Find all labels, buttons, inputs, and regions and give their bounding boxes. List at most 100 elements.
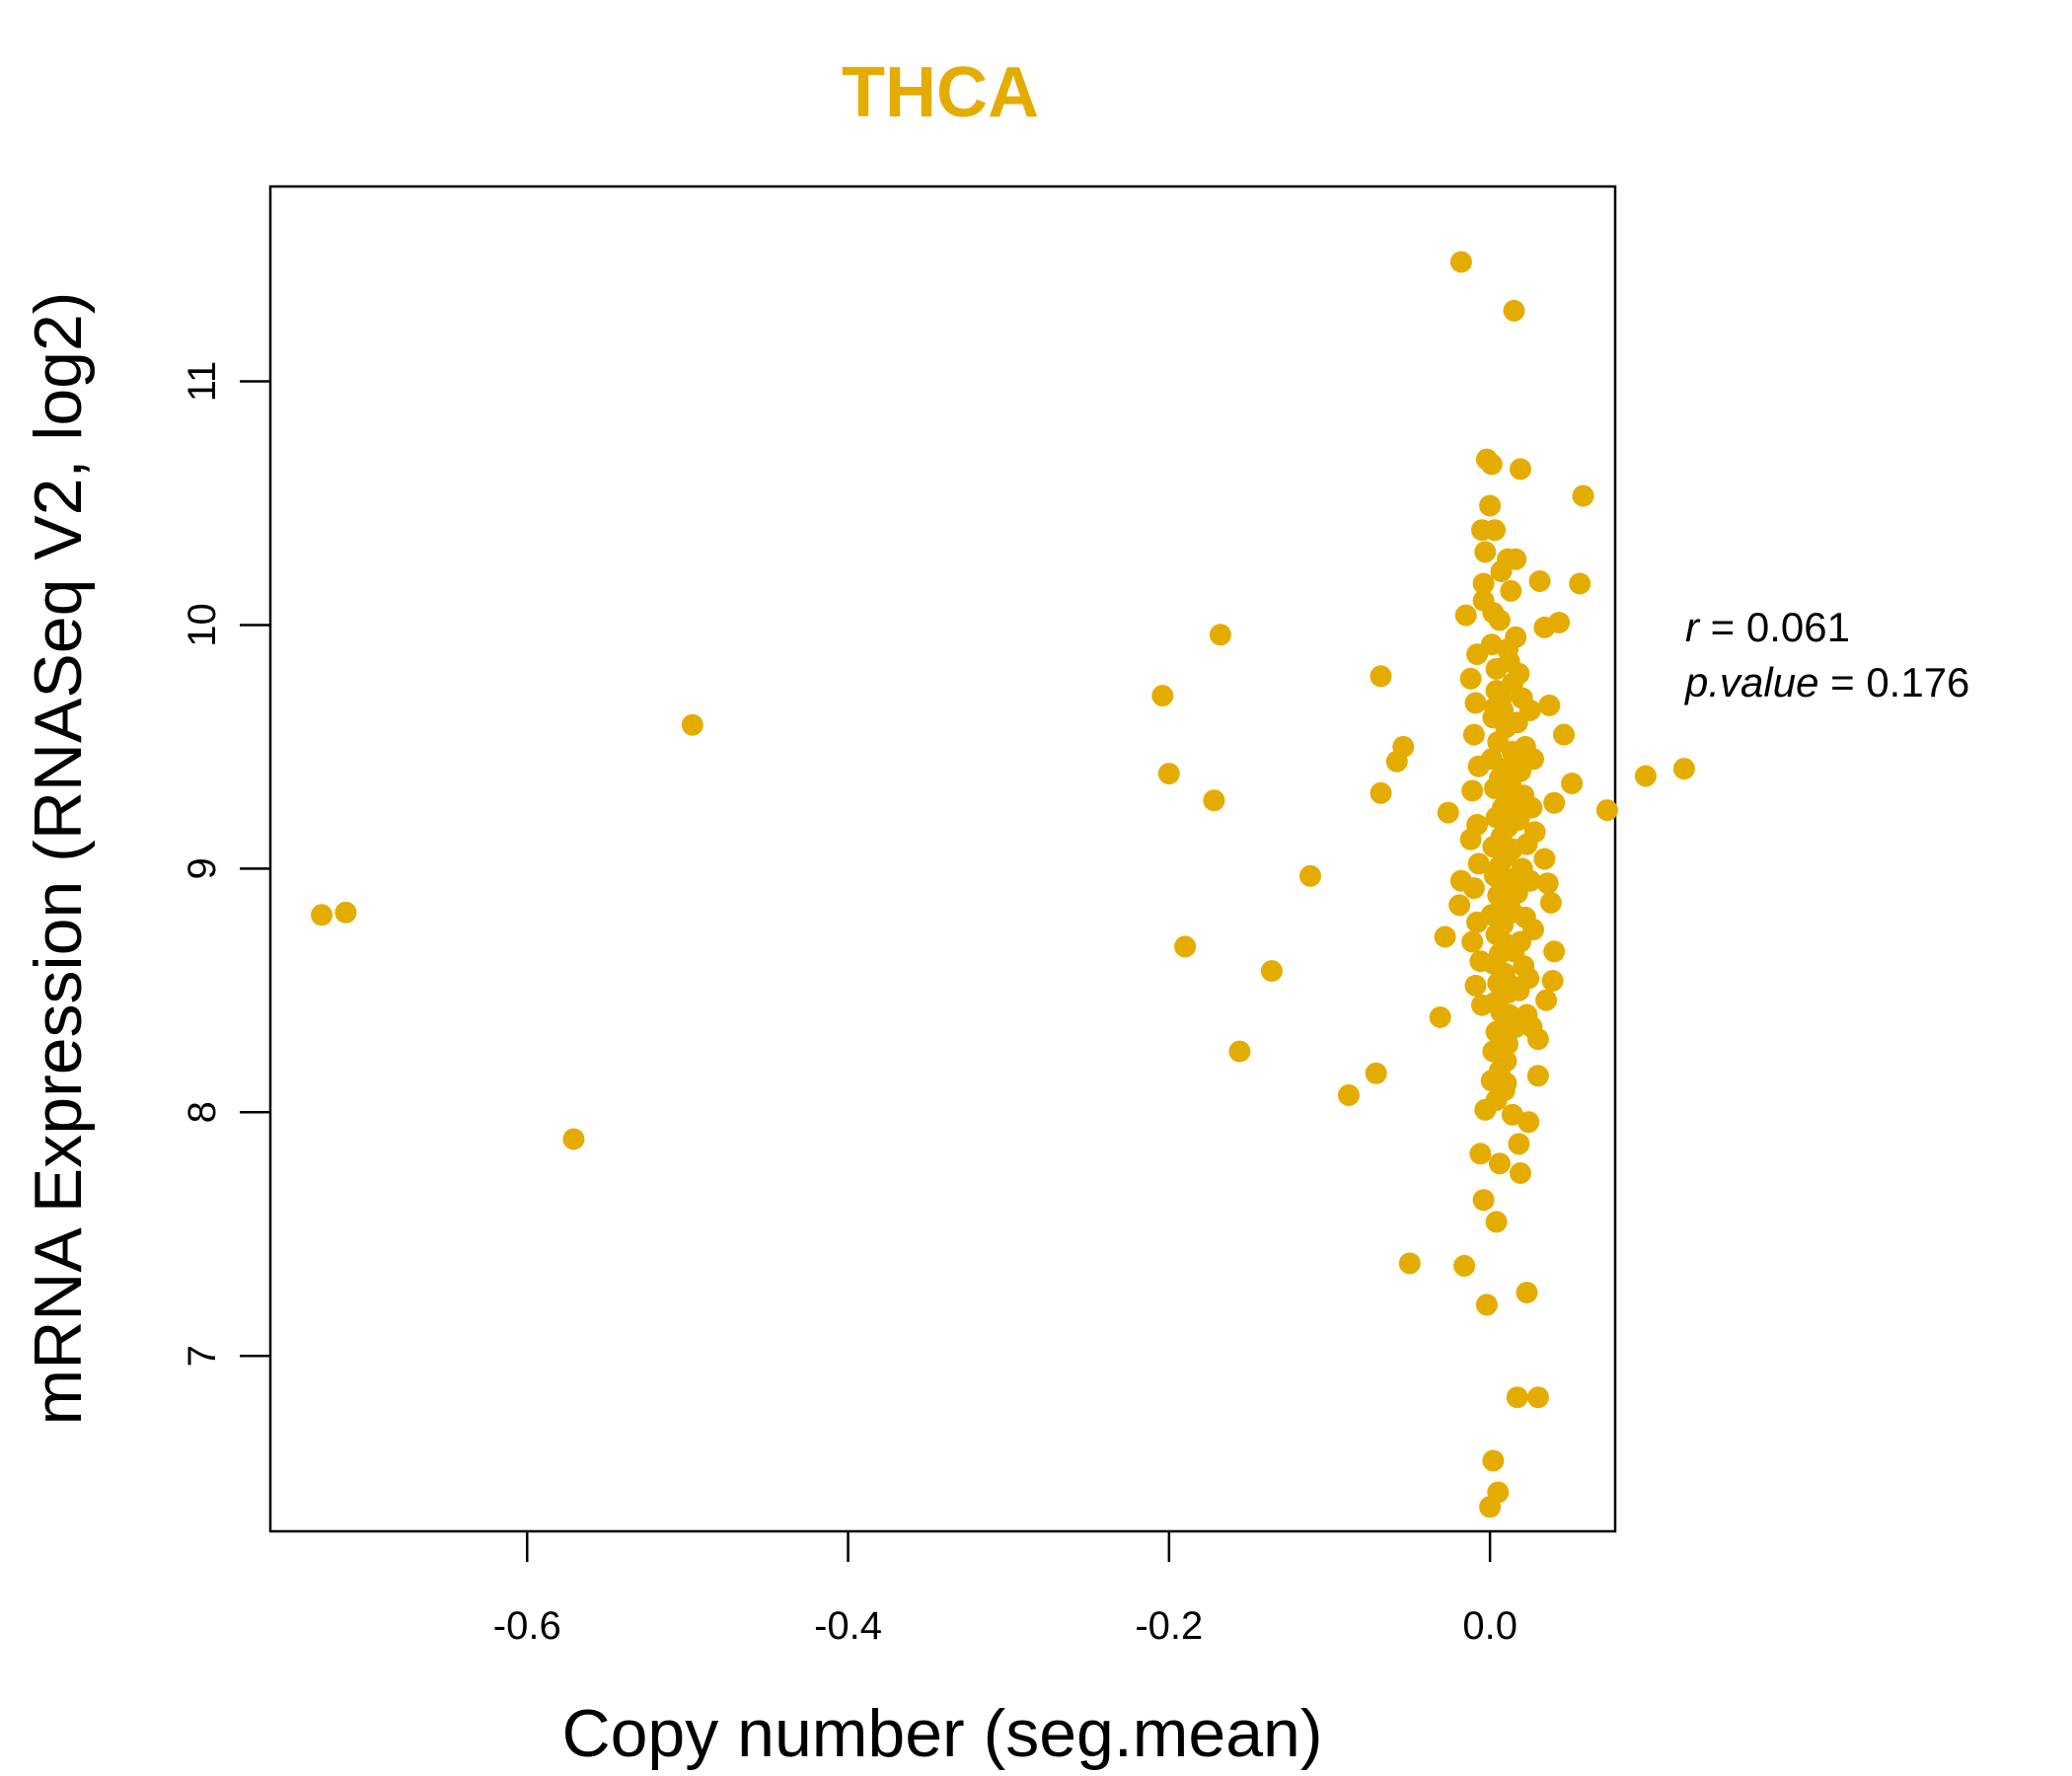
data-point bbox=[1475, 1294, 1498, 1316]
data-point bbox=[1474, 541, 1497, 563]
data-point bbox=[1490, 560, 1513, 583]
data-point bbox=[1503, 750, 1525, 773]
data-point bbox=[1501, 838, 1523, 860]
data-point bbox=[1569, 572, 1591, 595]
plot-frame bbox=[268, 185, 1617, 1533]
data-point bbox=[1535, 989, 1558, 1011]
y-axis-title: mRNA Expression (RNASeq V2, log2) bbox=[21, 292, 96, 1426]
data-point bbox=[1228, 1040, 1251, 1063]
data-point bbox=[1500, 775, 1522, 797]
x-tick-label: -0.6 bbox=[493, 1604, 561, 1648]
data-point bbox=[1501, 1103, 1523, 1126]
data-point bbox=[1516, 1282, 1538, 1303]
data-point bbox=[1464, 974, 1487, 997]
data-point bbox=[1500, 711, 1522, 734]
data-point bbox=[1518, 699, 1541, 721]
data-point bbox=[1209, 624, 1231, 646]
data-point bbox=[1479, 1496, 1502, 1518]
data-point bbox=[1501, 672, 1523, 695]
p-equals: = bbox=[1830, 659, 1866, 705]
data-point bbox=[1572, 484, 1594, 507]
data-point bbox=[1480, 453, 1503, 476]
data-point bbox=[1484, 697, 1506, 719]
r-label: r bbox=[1685, 604, 1701, 650]
y-tick-label: 11 bbox=[181, 361, 224, 403]
data-point bbox=[1497, 638, 1518, 661]
p-label: p.value bbox=[1683, 659, 1818, 705]
data-point bbox=[1471, 519, 1493, 542]
data-point bbox=[1461, 779, 1484, 802]
data-point bbox=[1536, 872, 1559, 895]
data-point bbox=[1472, 1189, 1495, 1212]
data-point bbox=[1503, 299, 1525, 322]
data-point bbox=[1203, 789, 1225, 812]
data-point bbox=[1471, 994, 1493, 1016]
data-point bbox=[1506, 1386, 1528, 1409]
data-point bbox=[1459, 667, 1482, 690]
y-tick-label: 8 bbox=[181, 1101, 224, 1123]
data-point bbox=[1174, 935, 1197, 958]
p-stat-line: p.value = 0.176 bbox=[1683, 659, 1969, 705]
data-point bbox=[1553, 723, 1575, 746]
data-point bbox=[1634, 765, 1657, 787]
data-point bbox=[1503, 940, 1525, 963]
data-point bbox=[1522, 748, 1544, 771]
data-point bbox=[1495, 1072, 1517, 1094]
r-stat-line: r = 0.061 bbox=[1685, 604, 1850, 650]
data-point bbox=[1429, 1006, 1451, 1028]
data-point bbox=[1510, 458, 1531, 481]
data-point bbox=[1392, 735, 1415, 758]
data-point bbox=[1523, 821, 1546, 844]
x-tick-label: 0.0 bbox=[1462, 1604, 1517, 1648]
data-point bbox=[1472, 572, 1495, 595]
data-point bbox=[1543, 791, 1566, 814]
data-point bbox=[1526, 1386, 1549, 1409]
data-point bbox=[1466, 911, 1489, 933]
x-tick-label: -0.2 bbox=[1135, 1604, 1203, 1648]
data-point bbox=[1526, 1065, 1549, 1087]
data-point bbox=[311, 904, 333, 926]
data-point bbox=[1528, 570, 1551, 592]
data-point bbox=[1539, 891, 1562, 914]
data-point bbox=[1462, 877, 1485, 900]
data-point bbox=[1488, 609, 1511, 631]
x-axis-title: Copy number (seg.mean) bbox=[561, 1696, 1322, 1771]
data-point bbox=[1157, 763, 1180, 785]
data-point bbox=[1520, 1015, 1543, 1038]
data-point bbox=[1299, 864, 1321, 887]
y-tick-label: 9 bbox=[181, 857, 224, 879]
data-point bbox=[1454, 604, 1477, 627]
data-point bbox=[1469, 1143, 1492, 1165]
data-point bbox=[1437, 801, 1459, 824]
data-point bbox=[1543, 940, 1566, 963]
data-point bbox=[1505, 548, 1527, 570]
p-value: 0.176 bbox=[1866, 659, 1969, 705]
y-tick-label: 10 bbox=[181, 603, 224, 647]
data-point bbox=[1541, 970, 1564, 992]
data-point bbox=[1498, 1003, 1520, 1026]
data-point bbox=[1453, 1254, 1476, 1277]
data-point bbox=[1505, 867, 1527, 890]
x-axis: -0.6 -0.4 -0.2 0.0 bbox=[493, 1531, 1517, 1648]
y-axis: 7 8 9 10 11 bbox=[181, 361, 270, 1367]
y-tick-label: 7 bbox=[181, 1345, 224, 1367]
chart-title: THCA bbox=[842, 53, 1039, 132]
data-point bbox=[1500, 579, 1522, 602]
data-point bbox=[1434, 925, 1456, 948]
data-point bbox=[1260, 960, 1283, 983]
data-point bbox=[1462, 723, 1485, 746]
data-point bbox=[1501, 901, 1523, 924]
data-point bbox=[1467, 852, 1490, 875]
data-points bbox=[311, 251, 1695, 1518]
data-point bbox=[681, 713, 703, 736]
stats-annotation: r = 0.061 p.value = 0.176 bbox=[1683, 604, 1969, 705]
data-point bbox=[1538, 694, 1561, 716]
data-point bbox=[1369, 665, 1392, 688]
data-point bbox=[1497, 1033, 1518, 1056]
data-point bbox=[1595, 799, 1618, 822]
r-equals: = bbox=[1711, 604, 1746, 650]
data-point bbox=[1485, 1211, 1508, 1233]
data-point bbox=[1472, 589, 1495, 612]
r-value: 0.061 bbox=[1746, 604, 1850, 650]
